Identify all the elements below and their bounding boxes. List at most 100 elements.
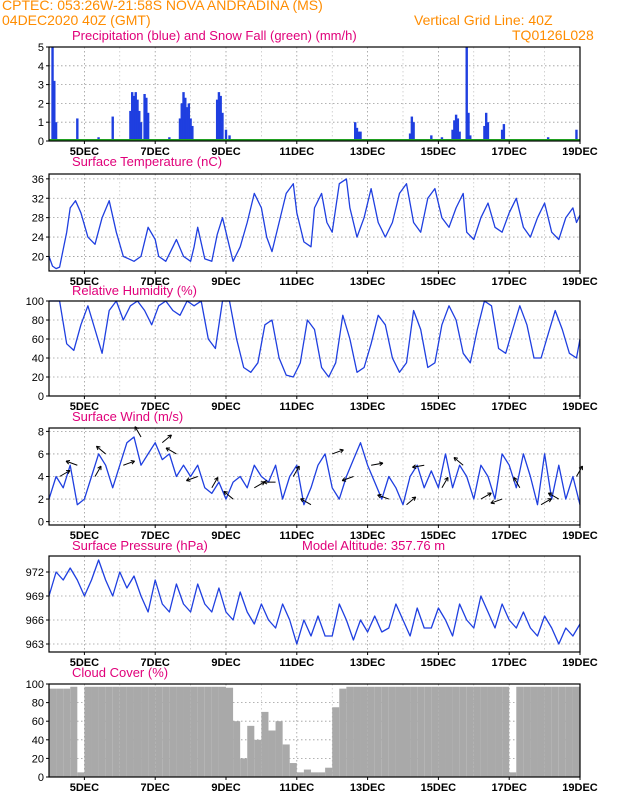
- precip-bar: [575, 129, 578, 141]
- humidity-x-tick-label: 5DEC: [70, 401, 99, 413]
- cloud-x-tick-label: 13DEC: [350, 782, 386, 794]
- wind-arrow-head: [66, 470, 71, 475]
- cloud-bar: [98, 686, 106, 777]
- cloud-bar: [558, 686, 566, 777]
- cloud-bar: [296, 772, 304, 777]
- wind-arrow-shaft: [59, 470, 71, 477]
- precip-bar: [454, 114, 458, 141]
- cloud-bar: [572, 686, 580, 777]
- cloud-x-tick-label: 9DEC: [211, 782, 240, 794]
- precip-bar: [359, 131, 362, 141]
- cloud-bar: [452, 686, 460, 777]
- cloud-bar: [395, 686, 403, 777]
- wind-arrow-shaft: [211, 477, 219, 489]
- pressure-x-tick-label: 19DEC: [562, 657, 598, 669]
- cloud-bar: [459, 686, 467, 777]
- cloud-x-tick-label: 5DEC: [70, 782, 99, 794]
- wind-arrow-head: [223, 490, 228, 496]
- wind-x-tick-label: 15DEC: [421, 530, 457, 542]
- wind-arrow-shaft: [576, 465, 583, 477]
- wind-arrow-head: [490, 499, 495, 505]
- cloud-bar: [516, 686, 524, 777]
- wind-arrow-head: [263, 479, 268, 485]
- wind-series-line: [48, 436, 581, 506]
- wind-frame: [48, 427, 581, 526]
- altitude-annotation: Model Altitude: 357.76 m: [302, 538, 446, 553]
- cloud-bar: [424, 686, 432, 777]
- precip-title: Precipitation (blue) and Snow Fall (gree…: [72, 28, 357, 43]
- cloud-y-tick-label: 0: [38, 772, 44, 784]
- cloud-x-tick-label: 11DEC: [279, 782, 314, 794]
- location-header: CPTEC: 053:26W-21:58S NOVA ANDRADINA (MS…: [2, 0, 323, 13]
- precip-bar: [111, 116, 114, 141]
- wind-arrow-head: [444, 476, 449, 482]
- cloud-bar: [381, 686, 389, 777]
- wind-arrow-head: [547, 498, 552, 503]
- precip-frame: [48, 46, 581, 142]
- pressure-x-tick-label: 7DEC: [141, 657, 170, 669]
- wind-arrow-shaft: [165, 447, 177, 455]
- temperature-y-tick-label: 28: [32, 213, 44, 225]
- cloud-bar: [367, 686, 375, 777]
- wind-arrow-shaft: [548, 492, 560, 500]
- wind-arrow-shaft: [300, 498, 312, 506]
- wind-x-tick-label: 19DEC: [562, 530, 598, 542]
- wind-arrow-shaft: [371, 462, 384, 466]
- wind-arrow-shaft: [254, 481, 265, 489]
- temperature-y-tick-label: 32: [32, 193, 44, 205]
- cloud-bar: [410, 686, 418, 777]
- humidity-y-tick-label: 80: [32, 315, 44, 327]
- cloud-bar: [530, 686, 538, 777]
- cloud-bar: [346, 686, 354, 777]
- cloud-bar: [91, 686, 99, 777]
- wind-arrow-shaft: [332, 449, 344, 455]
- temperature-x-tick-label: 9DEC: [211, 276, 240, 288]
- temperature-y-tick-label: 20: [32, 251, 44, 263]
- wind-arrow-head: [167, 434, 172, 439]
- wind-arrow-shaft: [134, 426, 142, 438]
- cloud-y-tick-label: 100: [26, 679, 44, 691]
- wind-arrow-shaft: [65, 460, 78, 466]
- cloud-bar: [84, 686, 92, 777]
- temperature-x-tick-label: 15DEC: [421, 276, 457, 288]
- precip-bar: [134, 92, 137, 141]
- wind-arrow-head: [547, 492, 553, 497]
- cloud-bar: [431, 686, 439, 777]
- precip-bar: [500, 129, 504, 141]
- cloud-bar: [176, 686, 184, 777]
- precip-bar: [76, 118, 79, 141]
- pressure-y-tick-label: 972: [26, 567, 44, 579]
- vertical-grid-note: Vertical Grid Line: 40Z: [414, 12, 553, 28]
- cloud-bar: [480, 686, 488, 777]
- precip-bar: [143, 94, 146, 141]
- pressure-series-line: [48, 559, 581, 645]
- wind-arrow-head: [300, 498, 305, 503]
- precip-bar: [215, 99, 219, 141]
- cloud-bar: [211, 686, 219, 777]
- precip-bar: [132, 95, 136, 141]
- humidity-title: Relative Humidity (%): [72, 283, 197, 298]
- wind-arrow-shaft: [480, 492, 492, 500]
- wind-arrow-shaft: [412, 464, 425, 468]
- cloud-bar: [148, 686, 156, 777]
- wind-y-tick-label: 4: [38, 472, 44, 484]
- temperature-x-tick-label: 5DEC: [70, 276, 99, 288]
- precip-bar: [467, 112, 470, 141]
- cloud-bar: [112, 686, 120, 777]
- humidity-x-tick-label: 13DEC: [350, 401, 386, 413]
- precip-bar: [224, 129, 228, 141]
- humidity-frame: [48, 300, 581, 397]
- precip-bar: [180, 103, 183, 141]
- pressure-y-tick-label: 966: [26, 615, 44, 627]
- cloud-bar: [445, 686, 453, 777]
- cloud-bar: [374, 686, 382, 777]
- cloud-bar: [509, 772, 517, 777]
- cloud-bar: [303, 769, 311, 777]
- cloud-bar: [56, 688, 64, 777]
- cloud-bar: [141, 686, 149, 777]
- humidity-y-tick-label: 0: [38, 391, 44, 403]
- temperature-x-tick-label: 13DEC: [350, 276, 386, 288]
- cloud-bar: [544, 686, 552, 777]
- wind-title: Surface Wind (m/s): [72, 409, 184, 424]
